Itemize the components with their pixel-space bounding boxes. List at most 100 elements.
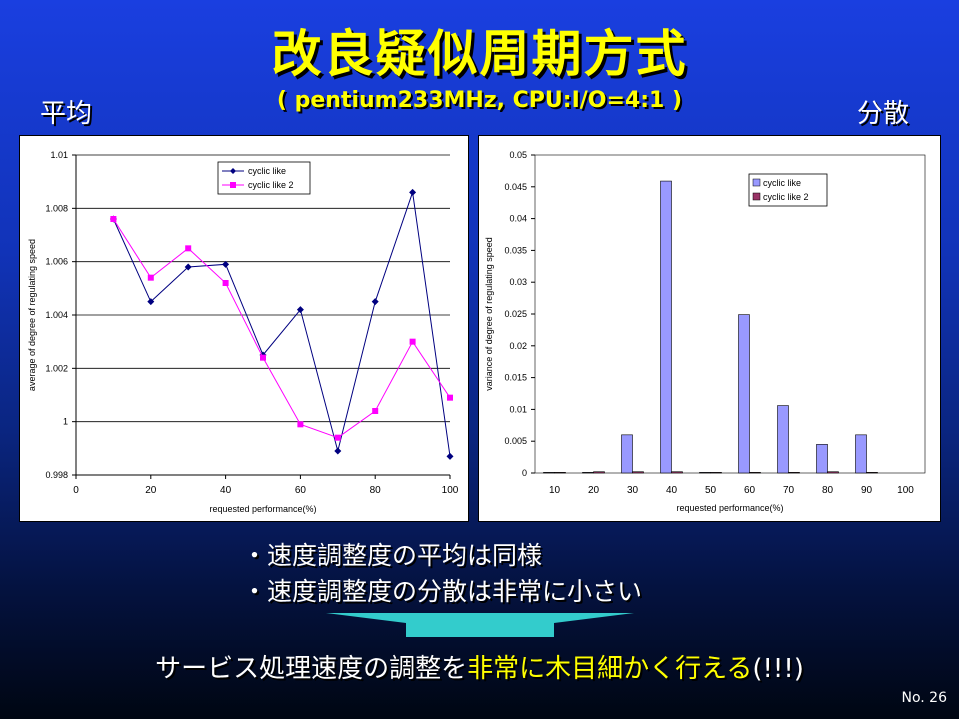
data-point bbox=[371, 298, 379, 306]
y-tick-label: 1 bbox=[63, 417, 68, 427]
legend-box bbox=[748, 173, 828, 207]
data-point bbox=[334, 447, 342, 455]
data-point bbox=[222, 260, 230, 268]
data-point bbox=[147, 298, 155, 306]
legend-label: cyclic like bbox=[248, 166, 286, 176]
x-tick-label: 10 bbox=[549, 485, 561, 496]
y-tick-label: 0.03 bbox=[509, 277, 527, 287]
bar bbox=[582, 472, 594, 474]
legend-swatch bbox=[752, 192, 761, 201]
y-tick-label: 1.004 bbox=[45, 310, 68, 320]
conclusion-text: サービス処理速度の調整を非常に木目細かく行える(!!!) bbox=[0, 648, 959, 685]
x-tick-label: 80 bbox=[370, 485, 382, 496]
bar bbox=[710, 472, 722, 474]
data-point bbox=[297, 421, 304, 428]
bar bbox=[554, 472, 566, 474]
data-point bbox=[185, 245, 192, 252]
y-tick-label: 1.006 bbox=[45, 257, 68, 267]
y-tick-label: 1.002 bbox=[45, 363, 68, 373]
y-tick-label: 0.045 bbox=[504, 182, 527, 192]
x-tick-label: 100 bbox=[442, 485, 459, 496]
average-line-chart: 0.998 1 1.002 1.004 1.006 1.008 1.01 0 20 40 60 80 1… bbox=[19, 135, 469, 522]
conclusion-post: (!!!) bbox=[752, 654, 804, 684]
series-line bbox=[112, 192, 451, 457]
x-tick-label: 80 bbox=[822, 485, 834, 496]
plot-frame bbox=[534, 154, 926, 474]
y-tick-label: 0.02 bbox=[509, 341, 527, 351]
average-chart-svg: 0.998 1 1.002 1.004 1.006 1.008 1.01 0 20 40 60 80 1… bbox=[27, 150, 459, 514]
y-tick-label: 1.008 bbox=[45, 203, 68, 213]
legend-label: cyclic like bbox=[763, 178, 801, 188]
bar bbox=[660, 180, 672, 474]
y-axis-label: average of degree of regulating speed bbox=[27, 239, 37, 391]
legend-label: cyclic like 2 bbox=[248, 180, 294, 190]
legend-label: cyclic like 2 bbox=[763, 192, 809, 202]
data-point bbox=[296, 306, 304, 314]
y-tick-label: 0.998 bbox=[45, 470, 68, 480]
down-arrow-icon bbox=[326, 613, 634, 637]
conclusion-pre: サービス処理速度の調整を bbox=[155, 654, 468, 684]
data-point bbox=[409, 188, 417, 196]
y-tick-label: 0.015 bbox=[504, 373, 527, 383]
x-tick-label: 70 bbox=[783, 485, 795, 496]
bar bbox=[699, 472, 711, 474]
data-point bbox=[446, 452, 454, 460]
y-tick-label: 0.05 bbox=[509, 150, 527, 160]
bullet-item: ・速度調整度の平均は同様 bbox=[242, 541, 543, 570]
conclusion-highlight: 非常に木目細かく行える bbox=[467, 654, 753, 684]
data-point bbox=[110, 216, 117, 222]
bullet-list: ・速度調整度の平均は同様 ・速度調整度の分散は非常に小さい bbox=[242, 538, 642, 610]
y-tick-label: 0.01 bbox=[509, 404, 527, 414]
bar bbox=[788, 472, 800, 474]
data-point bbox=[334, 434, 341, 441]
plot-area: 0.998 1 1.002 1.004 1.006 1.008 1.01 0 20 40 60 80 1… bbox=[27, 150, 459, 514]
data-point bbox=[184, 263, 192, 271]
x-tick-label: 90 bbox=[861, 485, 873, 496]
y-axis-label: variance of degree of regulating speed bbox=[484, 237, 494, 391]
bar bbox=[777, 405, 789, 474]
bar bbox=[827, 471, 839, 474]
y-tick-label: 0 bbox=[522, 468, 527, 478]
data-point bbox=[260, 354, 266, 361]
x-tick-label: 30 bbox=[627, 485, 639, 496]
x-axis-label: requested performance(%) bbox=[676, 503, 783, 513]
bar bbox=[543, 472, 555, 474]
bar bbox=[855, 434, 867, 474]
x-tick-label: 40 bbox=[666, 485, 678, 496]
data-point bbox=[372, 408, 379, 414]
slide-subtitle: ( pentium233MHz, CPU:I/O=4:1 ) bbox=[276, 88, 683, 113]
series-line bbox=[112, 218, 451, 439]
bar bbox=[816, 444, 828, 474]
bullet-item: ・速度調整度の分散は非常に小さい bbox=[242, 577, 643, 606]
page-number: No. 26 bbox=[901, 690, 947, 706]
x-tick-label: 20 bbox=[588, 485, 600, 496]
legend-box bbox=[217, 161, 311, 195]
bar bbox=[866, 472, 878, 474]
x-tick-label: 50 bbox=[705, 485, 717, 496]
bar bbox=[749, 472, 761, 474]
x-tick-label: 60 bbox=[295, 485, 307, 496]
y-tick-label: 0.035 bbox=[504, 245, 527, 255]
x-tick-label: 0 bbox=[73, 485, 79, 496]
y-tick-label: 0.005 bbox=[504, 436, 527, 446]
data-point bbox=[147, 274, 154, 281]
x-tick-label: 40 bbox=[220, 485, 232, 496]
bar bbox=[593, 471, 605, 474]
x-tick-label: 20 bbox=[145, 485, 157, 496]
variance-label: 分散 bbox=[857, 99, 910, 129]
legend-swatch bbox=[752, 178, 761, 187]
x-tick-label: 60 bbox=[744, 485, 756, 496]
slide-title: 改良疑似周期方式 bbox=[271, 25, 688, 83]
data-point bbox=[409, 338, 416, 345]
average-label: 平均 bbox=[40, 99, 93, 129]
data-point bbox=[222, 280, 229, 286]
bar bbox=[632, 471, 644, 474]
y-tick-label: 0.025 bbox=[504, 309, 527, 319]
bar bbox=[671, 471, 683, 474]
bar bbox=[738, 314, 750, 474]
y-tick-label: 1.01 bbox=[50, 150, 68, 160]
bar bbox=[621, 434, 633, 474]
x-tick-label: 100 bbox=[897, 485, 914, 496]
legend-marker bbox=[230, 168, 236, 174]
x-axis-label: requested performance(%) bbox=[209, 504, 316, 514]
